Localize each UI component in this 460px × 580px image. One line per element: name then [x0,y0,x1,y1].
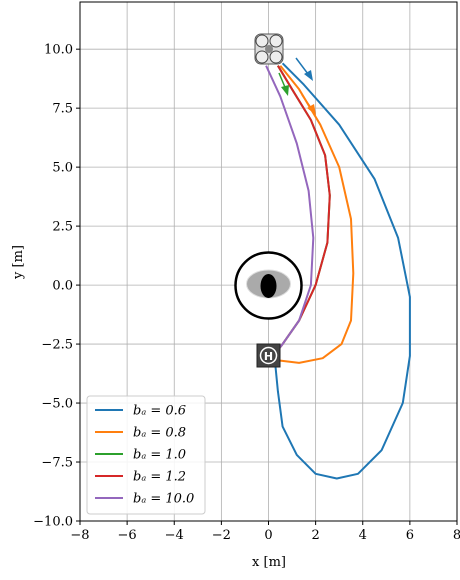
x-tick-label: 8 [453,528,460,543]
y-tick-label: 0.0 [52,279,73,294]
x-tick-label: 2 [311,528,319,543]
x-tick-label: −8 [70,528,89,543]
page: {"chart_data": {"type": "line", "xlabel"… [0,0,460,580]
x-tick-label: 6 [406,528,414,543]
x-tick-label: −2 [212,528,231,543]
legend-label: bₐ = 1.0 [133,448,186,463]
y-tick-label: 5.0 [52,161,73,176]
y-tick-label: −7.5 [41,456,73,471]
x-tick-label: 4 [359,528,367,543]
x-tick-label: −4 [165,528,184,543]
drone [255,34,283,64]
y-tick-label: −2.5 [41,338,73,353]
legend-label: bₐ = 10.0 [133,492,194,507]
legend-label: bₐ = 0.6 [133,404,186,419]
chart: H −8 −6 −4 −2 0 2 4 6 8 −10.0 −7.5 −5.0 −2.5 0.0 2.5 5.… [0,0,460,576]
y-axis-label: y [m] [11,245,26,280]
x-tick-label: 0 [264,528,272,543]
legend-label: bₐ = 1.2 [133,470,186,485]
pad-letter: H [264,350,273,363]
y-tick-label: 10.0 [44,43,73,58]
target-core [261,274,277,298]
legend-label: bₐ = 0.8 [133,426,186,441]
x-tick-label: −6 [118,528,137,543]
y-tick-label: 2.5 [52,220,73,235]
legend: bₐ = 0.6 bₐ = 0.8 bₐ = 1.0 bₐ = 1.2 bₐ = 10.… [87,396,205,514]
y-tick-label: 7.5 [52,102,73,117]
trajectory [280,66,353,363]
x-axis-label: x [m] [252,555,286,570]
y-tick-label: −5.0 [41,397,73,412]
y-tick-label: −10.0 [33,515,73,530]
